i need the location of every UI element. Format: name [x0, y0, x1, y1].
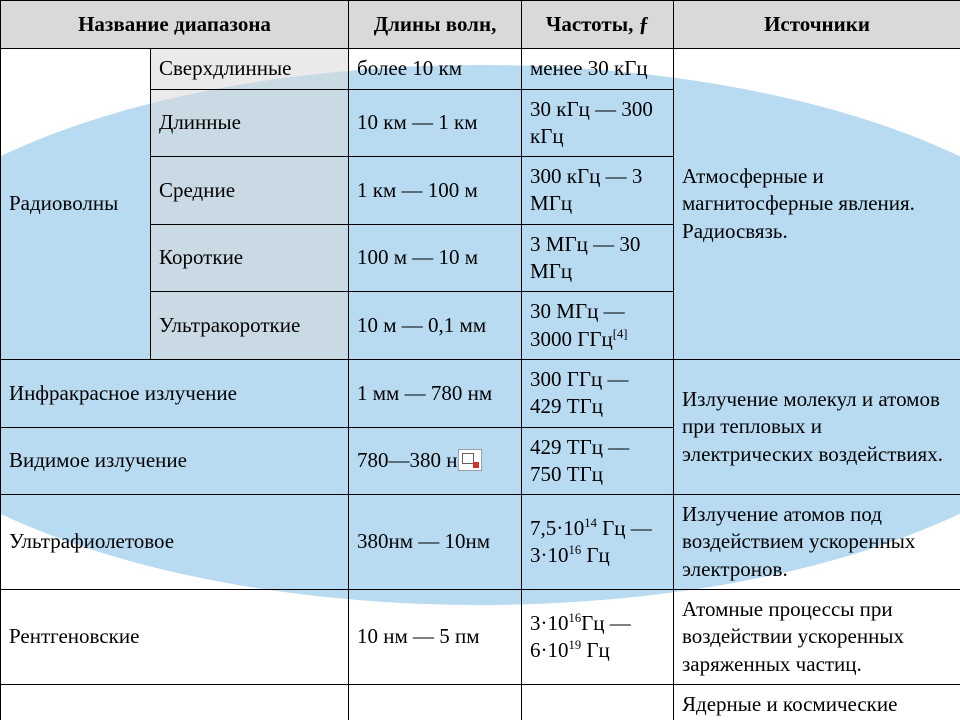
- cell: Ядерные и космические процессы, радиоакт…: [674, 684, 960, 720]
- cell: 3 МГц — 30 МГц: [522, 224, 674, 292]
- cell: Короткие: [151, 224, 349, 292]
- cell: 7,5·1014 Гц — 3·1016 Гц: [522, 495, 674, 590]
- cell: 300 кГц — 3 МГц: [522, 157, 674, 225]
- table-row: Рентгеновские 10 нм — 5 пм 3·1016Гц — 6·…: [1, 590, 960, 685]
- cell: 100 м — 10 м: [349, 224, 522, 292]
- col-freq: Частоты, ƒ: [522, 1, 674, 49]
- broken-image-icon: [458, 449, 482, 471]
- radio-sources: Атмосферные и магнитосферные явления. Ра…: [674, 49, 960, 360]
- radio-group-label: Радиоволны: [1, 49, 151, 360]
- cell: 3·1016Гц — 6·1019 Гц: [522, 590, 674, 685]
- cell: 380нм — 10нм: [349, 495, 522, 590]
- cell: более 10 км: [349, 49, 522, 89]
- cell: 30 МГц — 3000 ГГц[4]: [522, 292, 674, 360]
- cell: Длинные: [151, 89, 349, 157]
- cell: более 6·1019 Гц: [522, 684, 674, 720]
- cell: Атомные процессы при воздействии ускорен…: [674, 590, 960, 685]
- cell: Излучение атомов под воздействием ускоре…: [674, 495, 960, 590]
- cell: 300 ГГц — 429 ТГц: [522, 359, 674, 427]
- cell: 30 кГц — 300 кГц: [522, 89, 674, 157]
- cell: Гамма: [1, 684, 349, 720]
- table-row: Инфракрасное излучение 1 мм — 780 нм 300…: [1, 359, 960, 427]
- cell: Ультрафиолетовое: [1, 495, 349, 590]
- table-row: Радиоволны Сверхдлинные более 10 км мене…: [1, 49, 960, 89]
- cell: 429 ТГц — 750 ТГц: [522, 427, 674, 495]
- col-wavelength: Длины волн,: [349, 1, 522, 49]
- cell: Излучение молекул и атомов при тепловых …: [674, 359, 960, 494]
- col-name: Название диапазона: [1, 1, 349, 49]
- cell: 1 мм — 780 нм: [349, 359, 522, 427]
- cell: 10 м — 0,1 мм: [349, 292, 522, 360]
- cell: менее 5 пм: [349, 684, 522, 720]
- cell: 10 нм — 5 пм: [349, 590, 522, 685]
- cell: Ультракороткие: [151, 292, 349, 360]
- header-row: Название диапазона Длины волн, Частоты, …: [1, 1, 960, 49]
- table-row: Ультрафиолетовое 380нм — 10нм 7,5·1014 Г…: [1, 495, 960, 590]
- cell: 10 км — 1 км: [349, 89, 522, 157]
- col-sources: Источники: [674, 1, 960, 49]
- cell: Видимое излучение: [1, 427, 349, 495]
- table-row: Гамма менее 5 пм более 6·1019 Гц Ядерные…: [1, 684, 960, 720]
- cell: Сверхдлинные: [151, 49, 349, 89]
- cell: менее 30 кГц: [522, 49, 674, 89]
- cell: Инфракрасное излучение: [1, 359, 349, 427]
- cell: 1 км — 100 м: [349, 157, 522, 225]
- cell: Средние: [151, 157, 349, 225]
- cell: Рентгеновские: [1, 590, 349, 685]
- spectrum-table: Название диапазона Длины волн, Частоты, …: [0, 0, 960, 720]
- cell: 780—380 н: [349, 427, 522, 495]
